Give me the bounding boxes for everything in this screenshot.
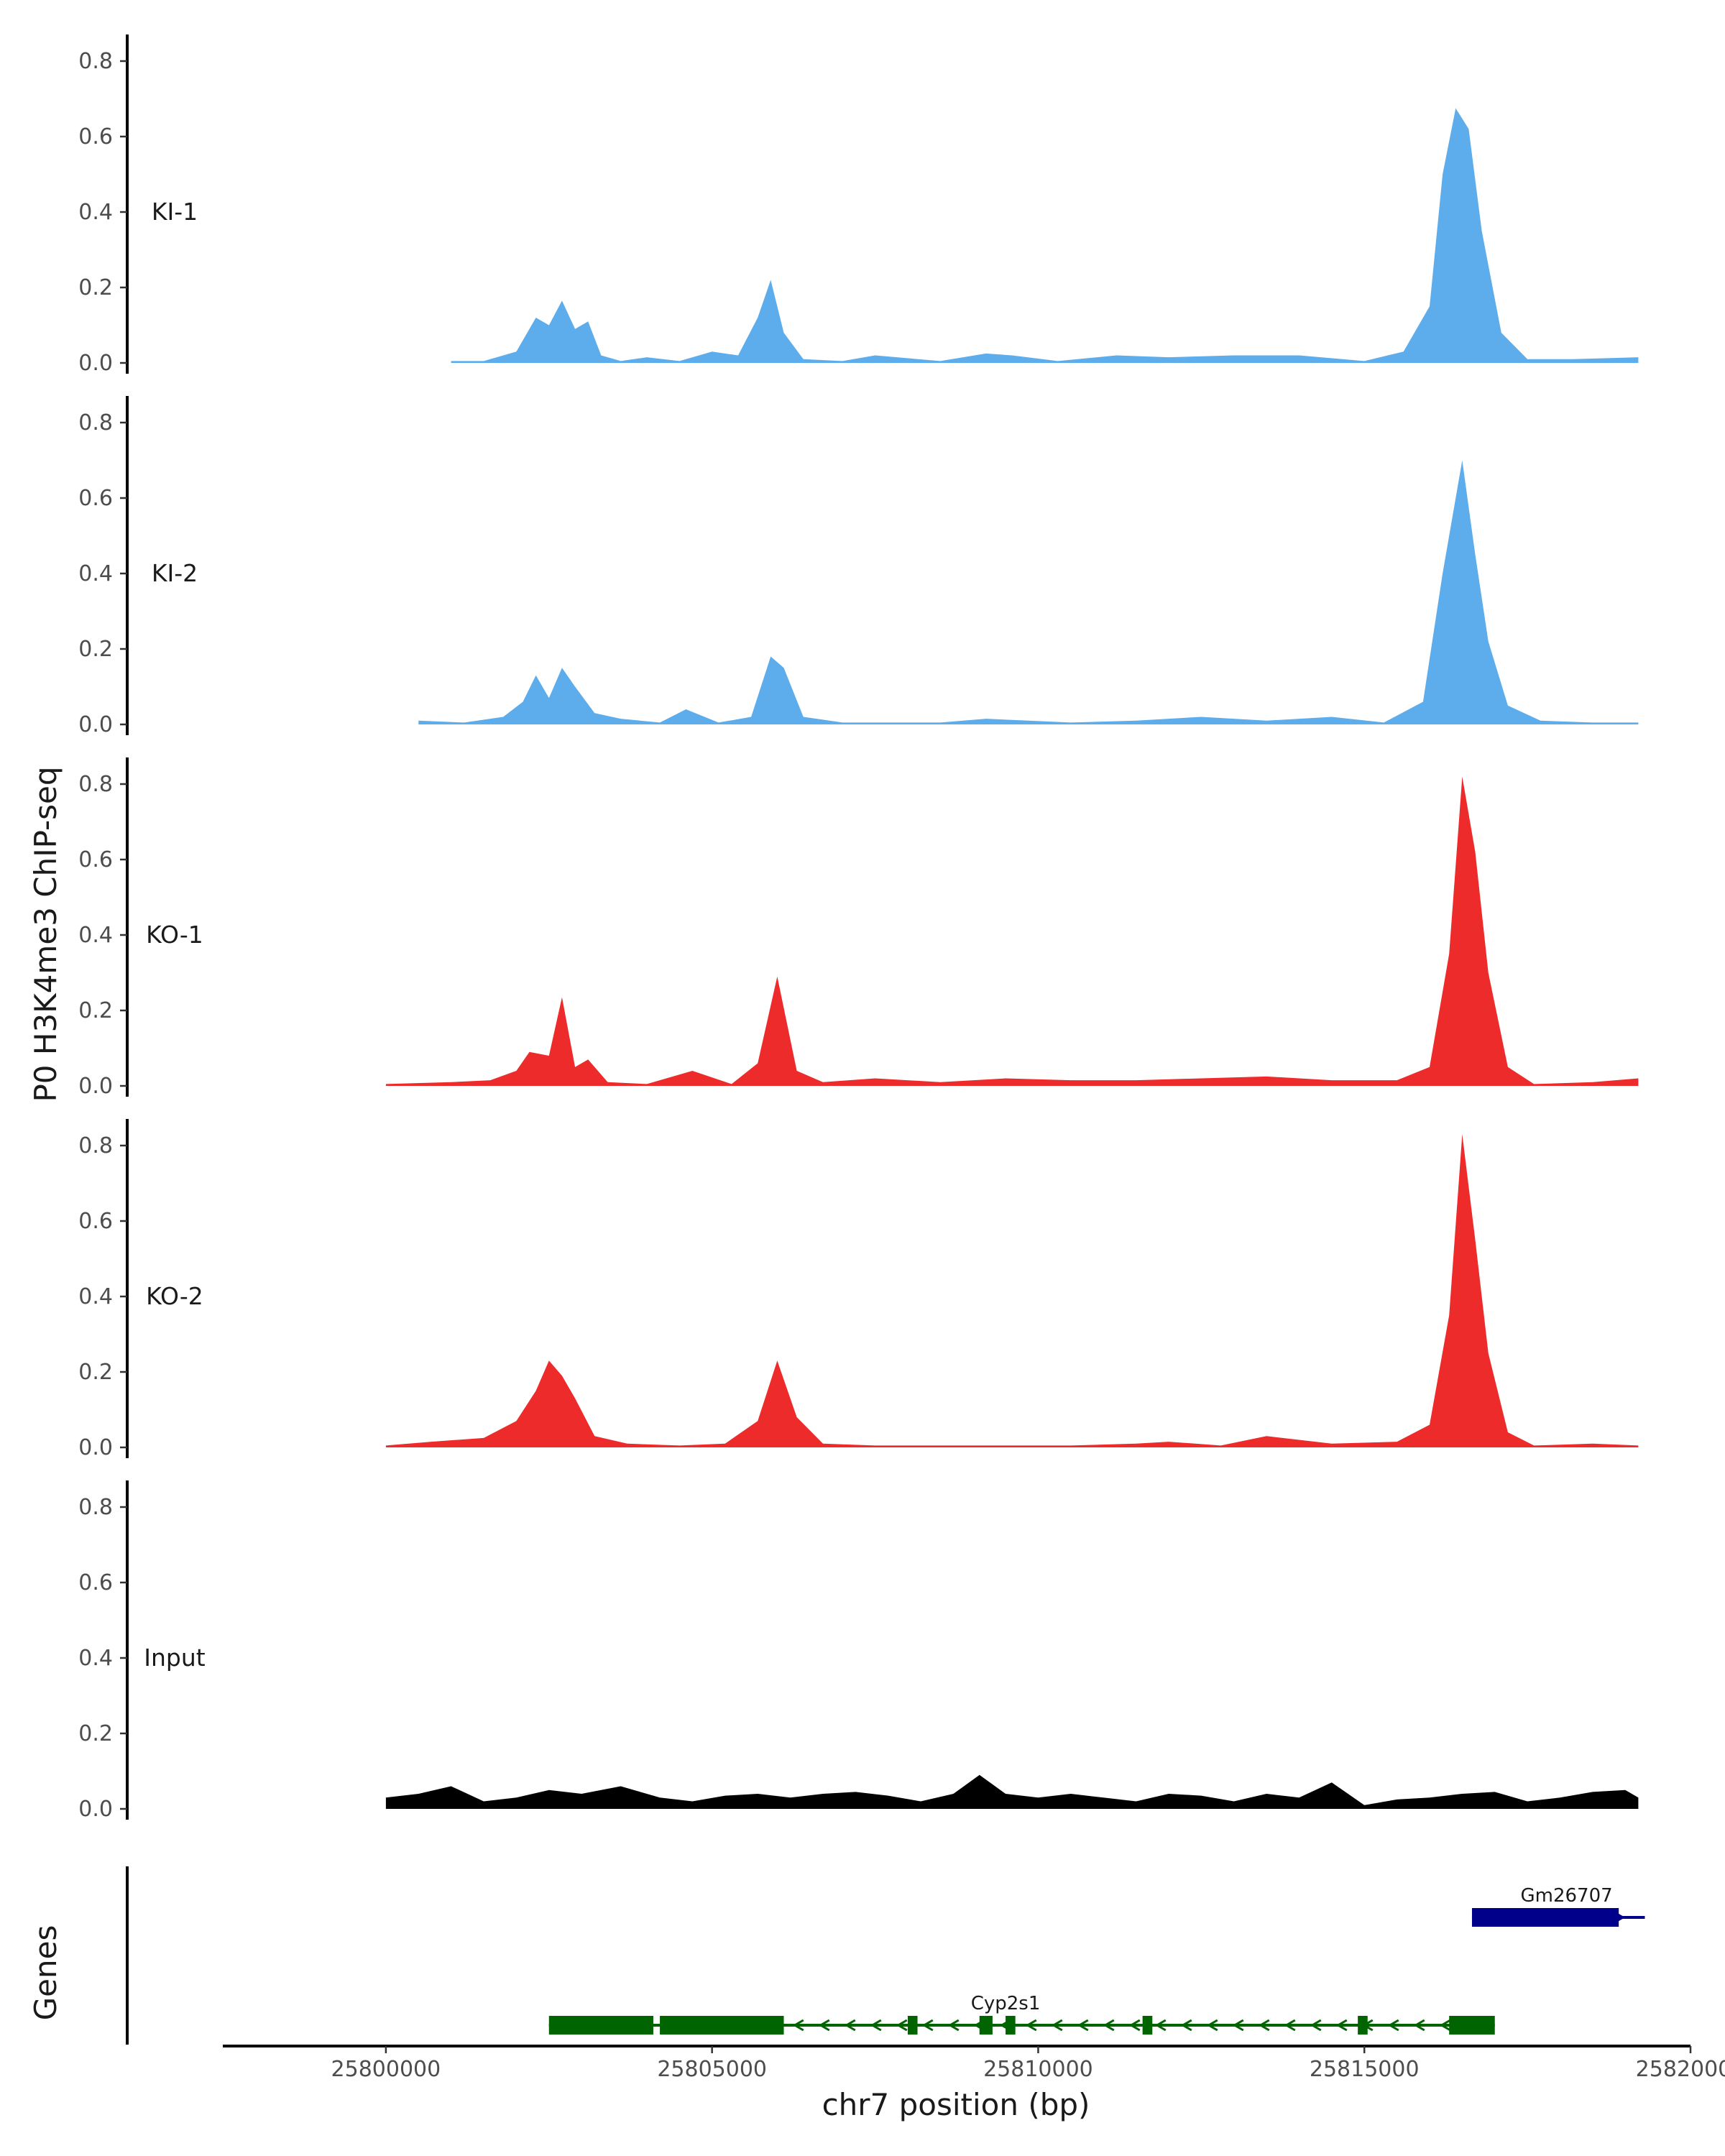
track-label: KO-1 [146, 921, 203, 949]
x-tick-label: 25810000 [983, 2057, 1093, 2082]
y-tick-label: 0.4 [78, 1284, 113, 1309]
strand-arrow [1310, 2019, 1322, 2032]
x-tick-label: 25805000 [657, 2057, 767, 2082]
y-tick-label: 0.2 [78, 637, 113, 662]
gene-name-label: Gm26707 [1520, 1885, 1612, 1907]
y-tick-label: 0.4 [78, 200, 113, 225]
y-tick-label: 0.2 [78, 275, 113, 300]
strand-arrow [1128, 2019, 1141, 2032]
x-tick-label: 25820000 [1636, 2057, 1725, 2082]
y-tick-label: 0.4 [78, 561, 113, 586]
y-tick-label: 0.6 [78, 1570, 113, 1595]
strand-arrow [818, 2019, 830, 2032]
gene-exon [907, 2016, 918, 2035]
y-tick-label: 0.8 [78, 1495, 113, 1520]
y-tick-label: 0.0 [78, 1074, 113, 1099]
strand-arrow [844, 2019, 856, 2032]
y-tick-label: 0.0 [78, 1435, 113, 1460]
y-tick-label: 0.6 [78, 1209, 113, 1234]
y-axis-title: P0 H3K4me3 ChIP-seq [28, 766, 63, 1102]
strand-arrow [1051, 2019, 1063, 2032]
y-tick-label: 0.0 [78, 1797, 113, 1822]
y-tick-label: 0.4 [78, 923, 113, 948]
y-tick-label: 0.6 [78, 486, 113, 511]
y-tick-label: 0.8 [78, 49, 113, 74]
track-ko-1: 0.0 0.2 0.4 0.6 0.8 KO-1 [78, 757, 1639, 1099]
strand-arrow [792, 2019, 804, 2032]
gene-name-label: Cyp2s1 [971, 1993, 1041, 2014]
signal-area-input [385, 1774, 1639, 1809]
x-tick-label: 25800000 [331, 2057, 441, 2082]
gene-exon [1449, 2016, 1495, 2035]
y-tick-label: 0.2 [78, 998, 113, 1023]
track-ki-2: 0.0 0.2 0.4 0.6 0.8 KI-2 [78, 396, 1639, 737]
strand-arrow [1077, 2019, 1089, 2032]
gene-exon [1358, 2016, 1368, 2035]
gene-cyp2s1: Cyp2s1 [548, 1993, 1495, 2035]
strand-arrow [1258, 2019, 1270, 2032]
gene-exon [979, 2016, 993, 2035]
y-tick-label: 0.8 [78, 1133, 113, 1158]
track-ki-1: 0.0 0.2 0.4 0.6 0.8 KI-1 [78, 34, 1639, 376]
track-label: KO-2 [146, 1282, 203, 1310]
gene-exon [548, 2016, 653, 2035]
track-label: KI-2 [152, 559, 198, 587]
strand-arrow [870, 2019, 882, 2032]
y-tick-label: 0.4 [78, 1646, 113, 1671]
x-axis: 25800000 25805000 25810000 25815000 25820000 [223, 2045, 1725, 2082]
strand-arrow [1232, 2019, 1244, 2032]
y-tick-label: 0.2 [78, 1360, 113, 1385]
track-ko-2: 0.0 0.2 0.4 0.6 0.8 KO-2 [78, 1119, 1639, 1460]
signal-area-ko-1 [385, 776, 1639, 1086]
strand-arrow [947, 2019, 960, 2032]
strand-arrow [896, 2019, 908, 2032]
strand-arrow [1206, 2019, 1218, 2032]
track-label: Input [144, 1644, 206, 1672]
signal-area-ko-2 [385, 1134, 1639, 1447]
strand-arrow [1154, 2019, 1167, 2032]
track-input: 0.0 0.2 0.4 0.6 0.8 Input [78, 1480, 1639, 1822]
tracks-layer: 0.00.20.40.60.8KI-10.00.20.40.60.8KI-20.… [78, 34, 1639, 1822]
y-tick-label: 0.0 [78, 351, 113, 376]
genes-panel: Cyp2s1 Gm26707 [126, 1866, 1645, 2045]
strand-arrow [1439, 2019, 1451, 2032]
track-label: KI-1 [152, 198, 198, 226]
signal-area-ki-2 [418, 460, 1639, 724]
gene-exon [660, 2016, 784, 2035]
strand-arrow [1103, 2019, 1115, 2032]
strand-arrow [1025, 2019, 1037, 2032]
gene-exon [1006, 2016, 1016, 2035]
gene-exon [1471, 1908, 1619, 1927]
gene-gm26707: Gm26707 [1471, 1885, 1645, 1927]
strand-arrow [1335, 2019, 1348, 2032]
strand-arrow [921, 2019, 934, 2032]
strand-arrow [1180, 2019, 1192, 2032]
signal-area-ki-1 [451, 108, 1639, 363]
strand-arrow [1413, 2019, 1425, 2032]
strand-arrow [1387, 2019, 1399, 2032]
gene-exon [1142, 2016, 1153, 2035]
y-tick-label: 0.8 [78, 410, 113, 436]
y-tick-label: 0.6 [78, 847, 113, 872]
y-tick-label: 0.0 [78, 712, 113, 737]
y-tick-label: 0.2 [78, 1721, 113, 1746]
y-tick-label: 0.8 [78, 772, 113, 797]
x-axis-title: chr7 position (bp) [822, 2087, 1090, 2122]
x-tick-label: 25815000 [1310, 2057, 1420, 2082]
genes-axis-title: Genes [28, 1925, 63, 2021]
y-tick-label: 0.6 [78, 124, 113, 149]
strand-arrow [1284, 2019, 1296, 2032]
